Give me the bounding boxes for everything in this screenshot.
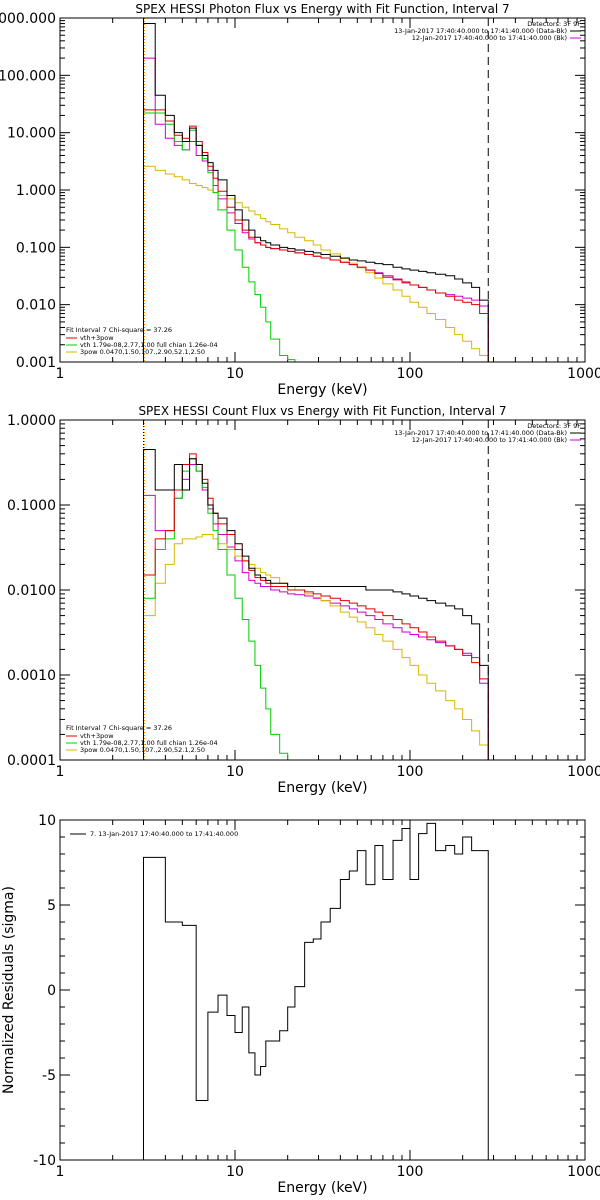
y-tick-label: 10.000 [7, 126, 56, 142]
x-tick-label: 1 [56, 764, 65, 780]
x-ticks [59, 420, 586, 760]
series-group [142, 448, 489, 760]
y-tick-label: -5 [42, 1068, 56, 1084]
y-tick-label: 10 [38, 813, 56, 829]
legend-entry: 3pow 0.0470,1.50,107.,2.90,52.1,2.50 [80, 746, 205, 754]
x-tick-label: 1000 [567, 366, 600, 382]
x-tick-label: 1 [56, 1164, 65, 1180]
y-ticks [60, 819, 585, 1161]
series-line-3pow [142, 533, 489, 760]
legend-entry: vth 1.79e-08,2.77,1.00 full chian 1.26e-… [80, 341, 218, 349]
legend-entry: 3pow 0.0470,1.50,107.,2.90,52.1,2.50 [80, 348, 205, 356]
legend-bottom-left: Fit Interval 7 Chi-square = 37.26vth+3po… [66, 326, 218, 356]
series-line-residuals [142, 822, 489, 1160]
x-ticks [59, 18, 586, 362]
chart-3: 1 10 100 1000 10 5 0 -5 -10 Energy (keV) Normalize… [1, 813, 600, 1196]
x-tick-label: 100 [397, 1164, 424, 1180]
x-tick-label: 10 [226, 1164, 244, 1180]
chart-1: SPEX HESSI Photon Flux vs Energy with Fi… [0, 2, 600, 398]
y-tick-label: 0.010 [16, 298, 56, 314]
y-tick-label: 0.001 [16, 355, 56, 371]
y-tick-label: 1.000 [16, 183, 56, 199]
legend: 7. 13-Jan-2017 17:40:40.000 to 17:41:40.… [70, 830, 238, 838]
legend-detectors: Detectors: 3F 9F [527, 422, 581, 430]
legend-entry: 7. 13-Jan-2017 17:40:40.000 to 17:41:40.… [90, 830, 238, 838]
legend-entry: vth 1.79e-08,2.77,1.00 full chian 1.26e-… [80, 739, 218, 747]
chart-title: SPEX HESSI Photon Flux vs Energy with Fi… [135, 2, 509, 16]
y-tick-label: 0.0001 [7, 753, 56, 769]
x-tick-label: 10 [226, 366, 244, 382]
y-tick-label: -10 [33, 1153, 56, 1169]
series-line-vth-3pow [142, 453, 489, 760]
x-tick-label: 100 [397, 764, 424, 780]
y-tick-label: 0.0010 [7, 668, 56, 684]
chart-title: SPEX HESSI Count Flux vs Energy with Fit… [138, 404, 506, 418]
y-axis-label: Normalized Residuals (sigma) [1, 886, 17, 1094]
y-tick-label: 100.000 [0, 68, 56, 84]
series-line-bk [142, 463, 489, 760]
y-tick-label: 1.0000 [7, 413, 56, 429]
chart-2: SPEX HESSI Count Flux vs Energy with Fit… [7, 404, 600, 796]
y-tick-label: 0.100 [16, 240, 56, 256]
series-group [142, 23, 489, 362]
y-tick-label: 0.0100 [7, 583, 56, 599]
series-line-vth-3pow [142, 109, 489, 362]
series-line-data-bk [142, 448, 489, 760]
series-line-bk [142, 57, 489, 362]
legend-bottom-left: Fit Interval 7 Chi-square = 37.26vth+3po… [66, 724, 218, 754]
legend-entry: 12-Jan-2017 17:40:40.000 to 17:41:40.000… [412, 34, 567, 42]
legend-detectors: Detectors: 3F 9F [527, 20, 581, 28]
series-line-vth [142, 112, 306, 362]
legend-entry: 12-Jan-2017 17:40:40.000 to 17:41:40.000… [412, 436, 567, 444]
legend-entry: 13-Jan-2017 17:40:40.000 to 17:41:40.000… [394, 429, 567, 437]
legend-entry: 13-Jan-2017 17:40:40.000 to 17:41:40.000… [394, 27, 567, 35]
plot-frame [59, 819, 586, 1161]
y-tick-label: 0.1000 [7, 498, 56, 514]
x-tick-label: 1 [56, 366, 65, 382]
series-group [142, 822, 489, 1160]
series-line-vth [142, 458, 289, 760]
y-tick-label: 1000.000 [0, 11, 56, 27]
y-tick-label: 0 [47, 983, 56, 999]
series-line-3pow [142, 165, 489, 362]
y-ticks [60, 423, 585, 761]
x-tick-label: 10 [226, 764, 244, 780]
x-ticks [59, 820, 586, 1160]
x-tick-label: 1000 [567, 1164, 600, 1180]
legend-entry: vth+3pow [80, 732, 114, 740]
series-line-data-bk [142, 23, 489, 362]
x-tick-label: 1000 [567, 764, 600, 780]
x-tick-label: 100 [397, 366, 424, 382]
x-axis-label: Energy (keV) [277, 382, 367, 398]
plot-frame [59, 17, 586, 363]
y-ticks [60, 20, 585, 363]
legend-entry: vth+3pow [80, 334, 114, 342]
x-axis-label: Energy (keV) [277, 780, 367, 796]
legend-fit-header: Fit Interval 7 Chi-square = 37.26 [66, 724, 172, 732]
plot-frame [59, 419, 586, 761]
y-tick-label: 5 [47, 898, 56, 914]
x-axis-label: Energy (keV) [277, 1180, 367, 1196]
legend-fit-header: Fit Interval 7 Chi-square = 37.26 [66, 326, 172, 334]
